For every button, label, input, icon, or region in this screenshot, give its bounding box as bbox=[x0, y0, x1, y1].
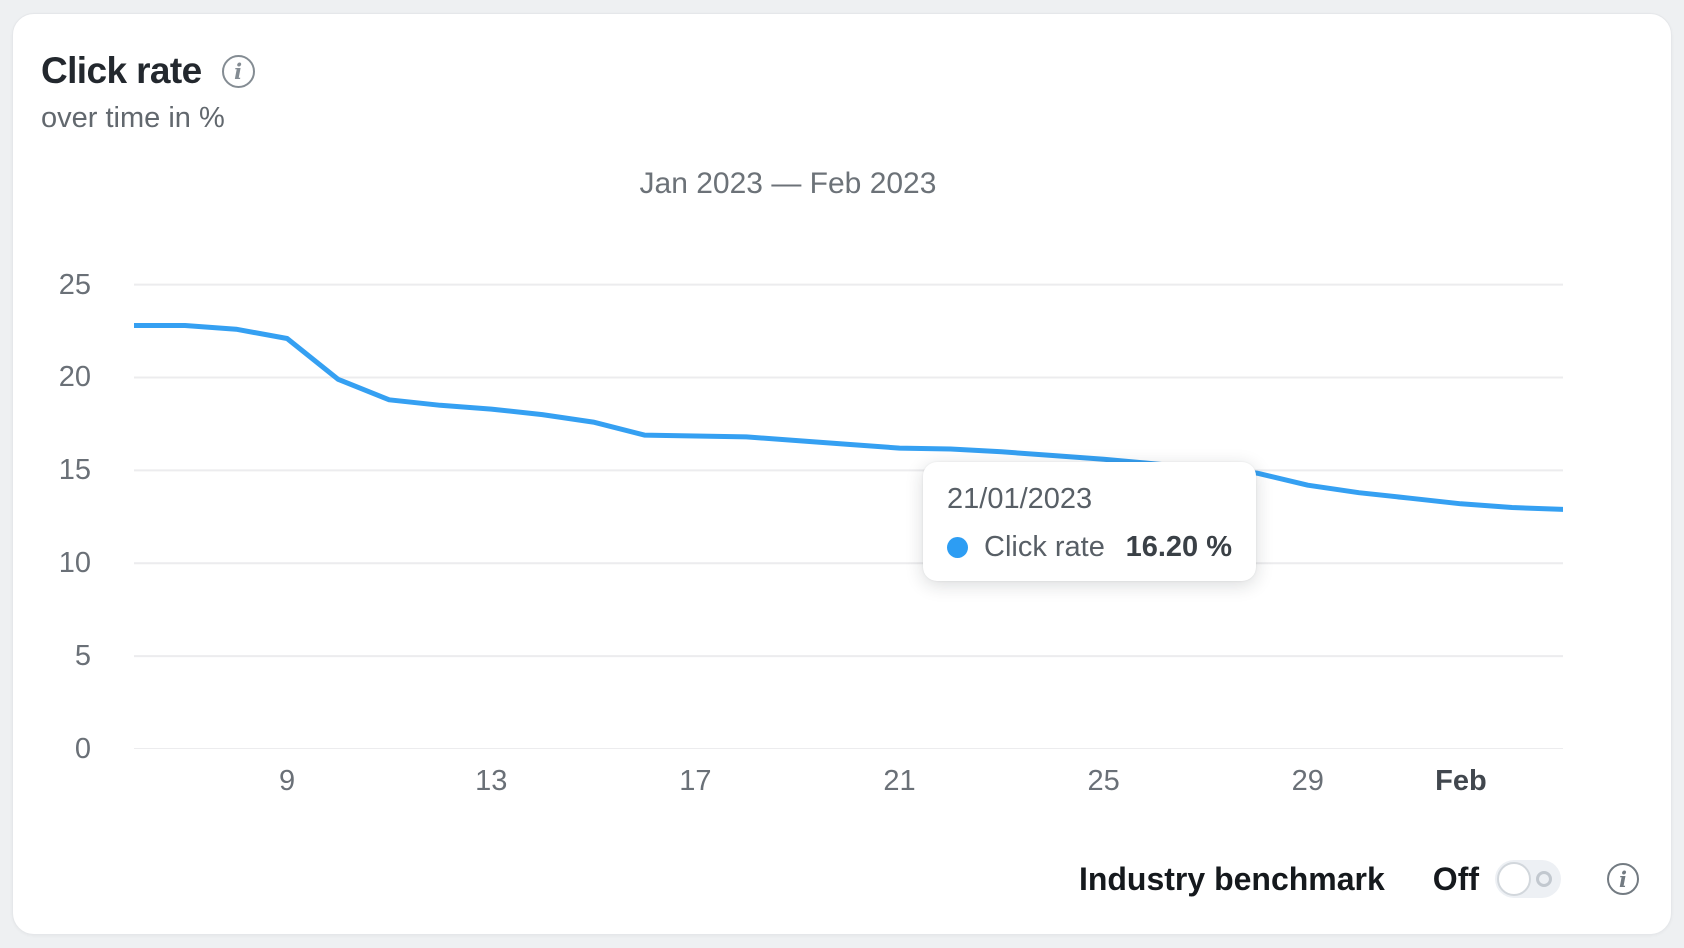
y-axis: 0 5 10 15 20 25 bbox=[13, 256, 91, 765]
benchmark-info-icon[interactable]: i bbox=[1607, 863, 1639, 895]
toggle-knob bbox=[1497, 862, 1531, 896]
industry-benchmark-row: Industry benchmark Off i bbox=[1079, 859, 1639, 899]
industry-benchmark-label: Industry benchmark bbox=[1078, 860, 1385, 897]
toggle-off-ring-icon bbox=[1536, 871, 1552, 887]
y-axis-label: 20 bbox=[58, 361, 91, 394]
card-subtitle: over time in % bbox=[41, 102, 225, 134]
chart-range-title: Jan 2023 — Feb 2023 bbox=[639, 167, 937, 200]
x-axis-label: 9 bbox=[279, 765, 296, 797]
x-axis-label: 13 bbox=[475, 765, 508, 797]
click-rate-line-chart[interactable] bbox=[134, 256, 1563, 749]
tooltip-series-label: Click rate bbox=[984, 531, 1105, 563]
x-axis-label: 21 bbox=[883, 765, 916, 797]
y-axis-label: 25 bbox=[58, 268, 91, 301]
series-dot-icon bbox=[947, 537, 968, 558]
card-title: Click rate bbox=[41, 50, 202, 91]
x-axis: 9 13 17 21 25 29 Feb bbox=[134, 765, 1563, 801]
click-rate-series-line[interactable] bbox=[134, 323, 1563, 512]
benchmark-toggle[interactable] bbox=[1495, 860, 1561, 898]
tooltip-value: 16.20 % bbox=[1125, 531, 1232, 563]
y-axis-label: 5 bbox=[74, 640, 91, 673]
click-rate-card: Click rate i over time in % Jan 2023 — F… bbox=[12, 13, 1672, 935]
x-axis-label: 17 bbox=[679, 765, 712, 797]
x-axis-label: 25 bbox=[1087, 765, 1120, 797]
x-axis-label: 29 bbox=[1291, 765, 1324, 797]
x-axis-label: Feb bbox=[1435, 765, 1487, 797]
tooltip-date: 21/01/2023 bbox=[947, 483, 1093, 515]
info-icon[interactable]: i bbox=[221, 54, 255, 88]
benchmark-state-label: Off bbox=[1432, 860, 1479, 897]
card-header: Click rate i bbox=[41, 50, 255, 92]
line-chart-svg[interactable] bbox=[134, 256, 1563, 749]
chart-tooltip: 21/01/2023 Click rate 16.20 % bbox=[923, 462, 1256, 581]
y-axis-label: 0 bbox=[74, 733, 91, 765]
y-axis-label: 10 bbox=[58, 547, 91, 580]
tooltip-series-row: Click rate 16.20 % bbox=[947, 531, 1232, 564]
y-axis-label: 15 bbox=[58, 454, 91, 487]
